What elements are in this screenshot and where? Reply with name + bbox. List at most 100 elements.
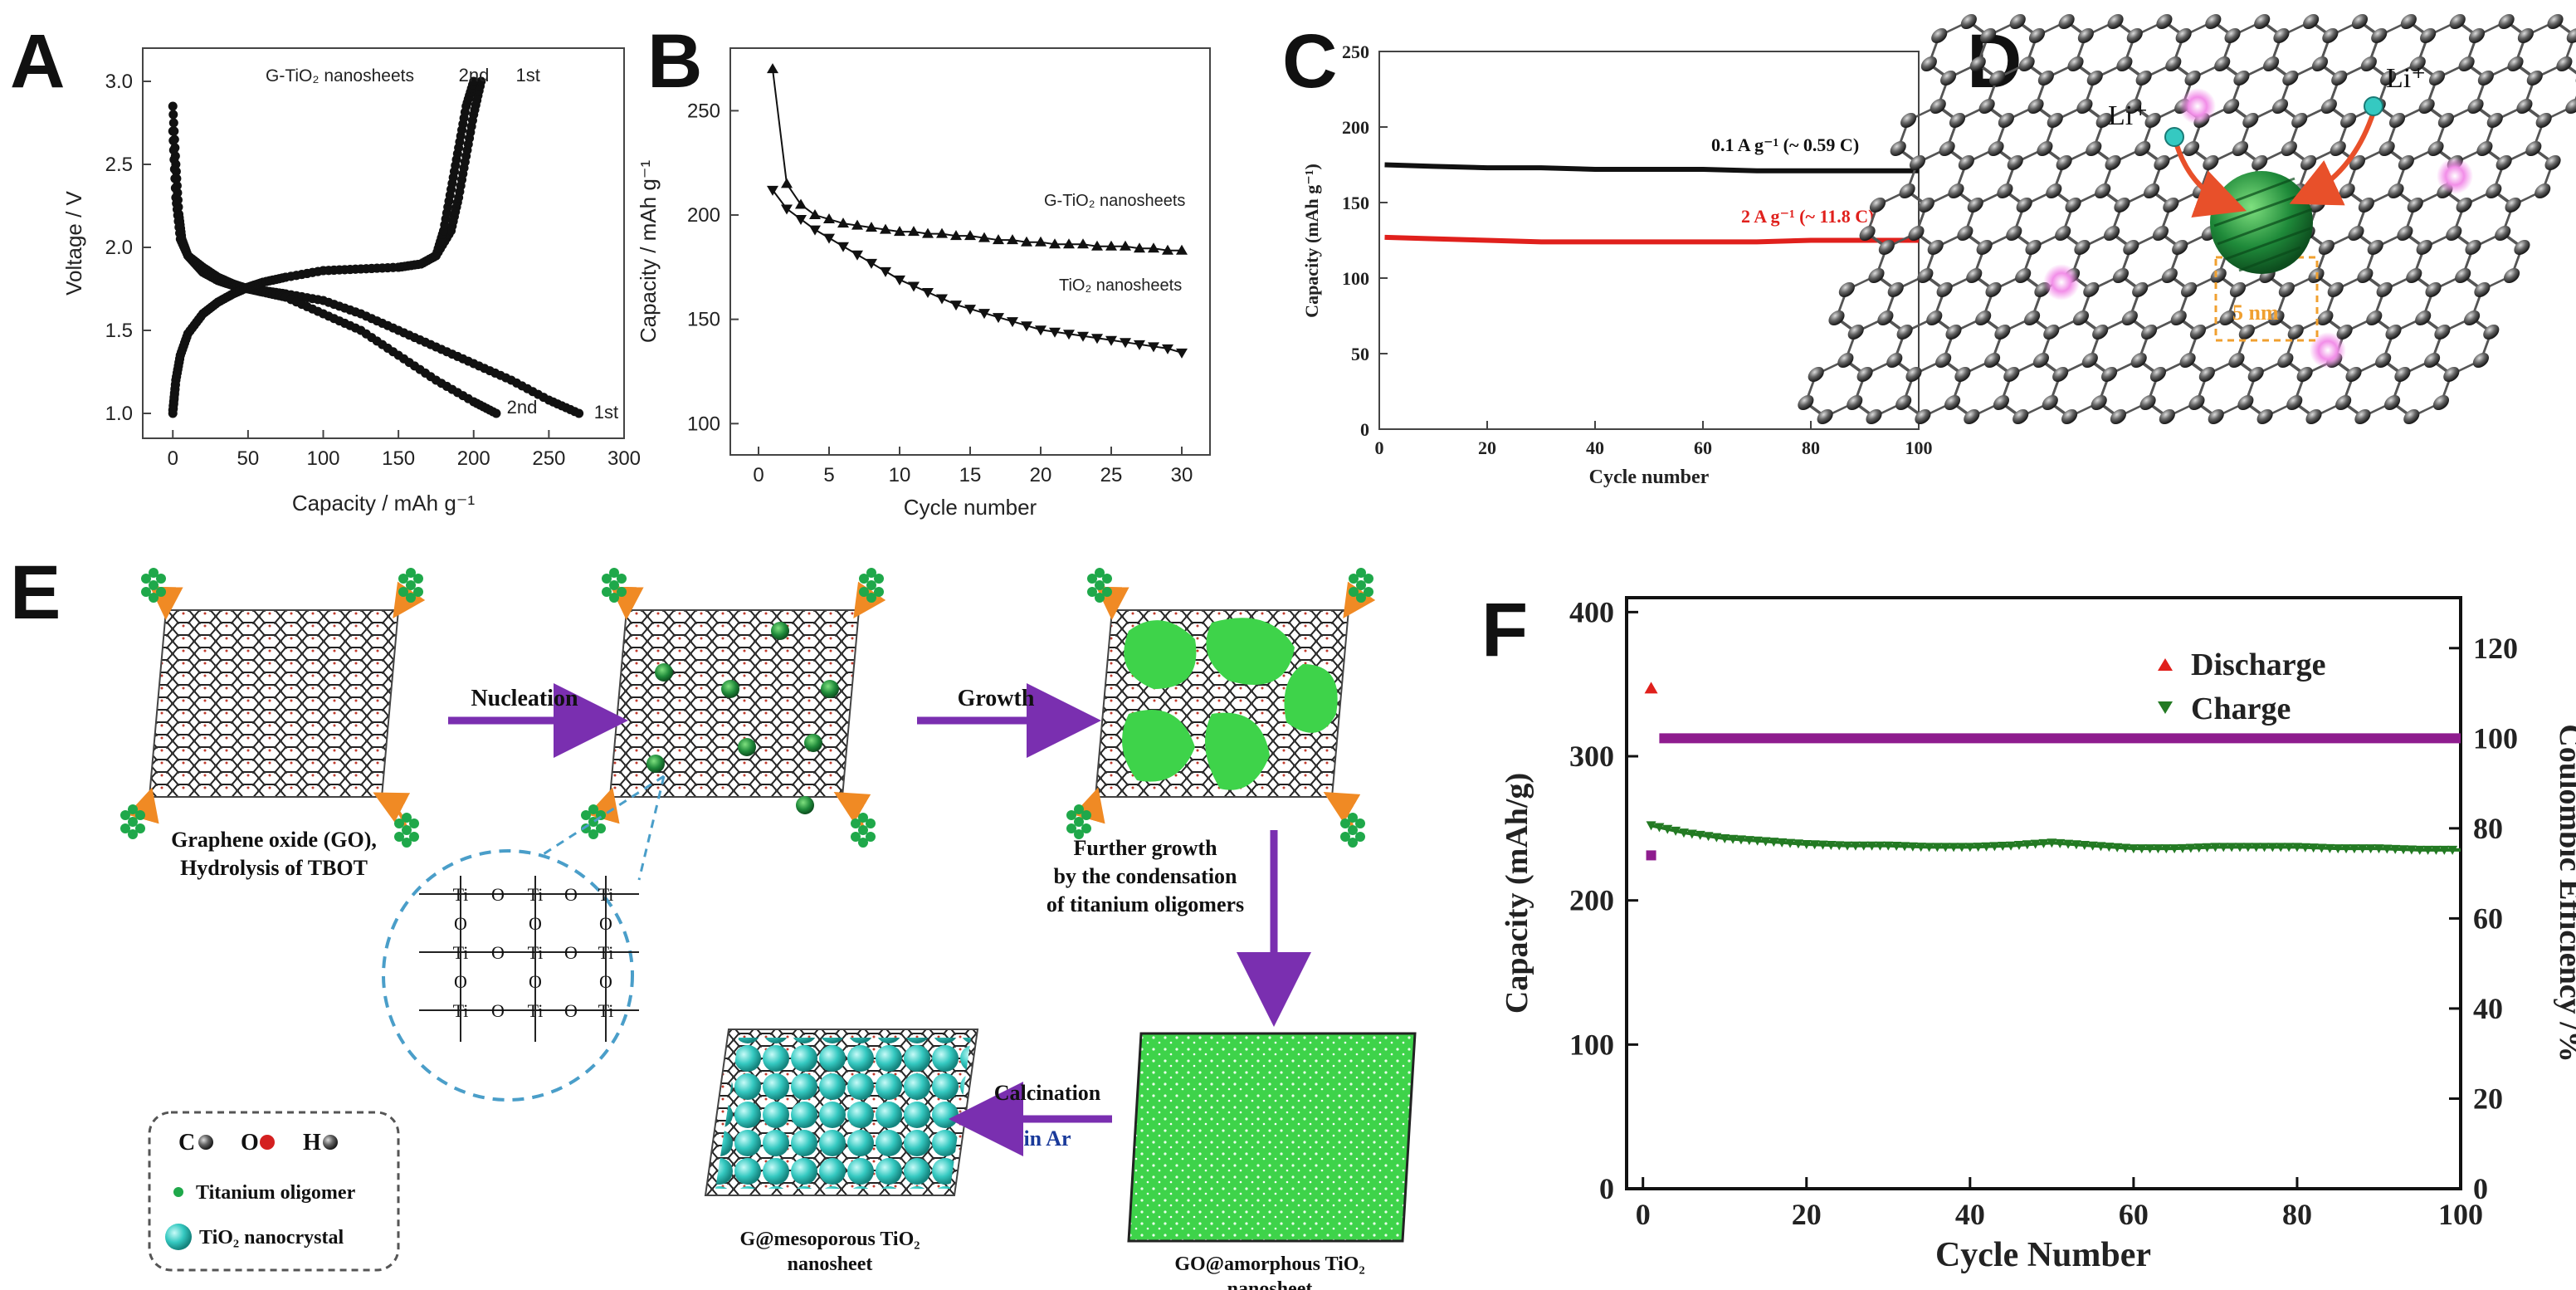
carbon-atom bbox=[2134, 141, 2151, 156]
carbon-atom bbox=[2477, 71, 2494, 86]
carbon-atom bbox=[1868, 268, 1885, 283]
oligomer-atom bbox=[1349, 574, 1359, 584]
carbon-atom bbox=[1908, 226, 1925, 241]
carbon-atom bbox=[2305, 409, 2322, 424]
chart-f-charge-point bbox=[2316, 843, 2327, 853]
chart-f-xtick-label: 20 bbox=[1792, 1198, 1822, 1231]
carbon-atom bbox=[1890, 141, 1906, 156]
carbon-atom bbox=[2058, 14, 2075, 29]
oligomer-atom bbox=[1074, 804, 1084, 814]
chart-f-charge-point bbox=[1949, 843, 1959, 853]
chart-a-point bbox=[168, 101, 178, 111]
carbon-atom bbox=[1920, 56, 1937, 71]
chart-b-point bbox=[908, 226, 920, 237]
carbon-atom bbox=[1939, 141, 1955, 156]
chart-f-charge-point bbox=[2038, 838, 2049, 848]
chart-b-point bbox=[866, 222, 877, 232]
chart-b-point bbox=[1021, 236, 1032, 247]
carbon-atom bbox=[2486, 113, 2503, 128]
chart-f-charge-point bbox=[2136, 844, 2147, 854]
chart-b-point bbox=[978, 232, 990, 242]
carbon-atom bbox=[1998, 113, 2014, 128]
chart-f-charge-point bbox=[1662, 824, 1673, 834]
oligomer-atom bbox=[602, 574, 612, 584]
carbon-atom bbox=[2003, 367, 2020, 382]
oligomer-atom bbox=[866, 568, 876, 578]
chart-b-ylabel: Capacity / mAh g⁻¹ bbox=[636, 159, 661, 343]
li-arrow-left bbox=[2174, 142, 2247, 217]
chart-f-charge-point bbox=[2210, 843, 2221, 853]
chart-b-ytick-label: 250 bbox=[687, 100, 720, 122]
carbon-atom bbox=[2468, 28, 2486, 43]
carbon-atom bbox=[2101, 367, 2118, 382]
carbon-atom bbox=[1944, 395, 1961, 410]
carbon-atom bbox=[2425, 282, 2442, 297]
carbon-atom bbox=[1926, 310, 1943, 325]
chart-f-charge-point bbox=[1842, 841, 1853, 851]
chart-b-point bbox=[936, 227, 948, 238]
chart-f-charge-point bbox=[2169, 844, 2180, 854]
carbon-atom bbox=[2074, 240, 2091, 255]
chart-b-xlabel: Cycle number bbox=[904, 495, 1037, 520]
chart-f-charge-point bbox=[2374, 844, 2384, 854]
legend-charge-marker bbox=[2158, 701, 2173, 714]
nucleated-sheet bbox=[608, 609, 861, 814]
chart-f-xtick-label: 100 bbox=[2438, 1198, 2483, 1231]
chart-f-y2tick-label: 60 bbox=[2473, 902, 2503, 935]
carbon-atom bbox=[1828, 310, 1845, 325]
carbon-atom bbox=[2223, 99, 2240, 114]
carbon-atom bbox=[2397, 226, 2413, 241]
chart-b-point bbox=[894, 226, 905, 237]
carbon-atom bbox=[2327, 282, 2344, 297]
carbon-atom bbox=[1954, 367, 1971, 382]
carbon-atom bbox=[2233, 71, 2250, 86]
carbon-atom bbox=[2086, 71, 2103, 86]
carbon-atom bbox=[2056, 155, 2072, 170]
carbon-atom bbox=[1978, 99, 1995, 114]
chart-f-charge-point bbox=[1964, 843, 1975, 853]
chart-b-point bbox=[851, 250, 863, 261]
oligomer-atom bbox=[156, 574, 166, 584]
oligomer-atom bbox=[866, 832, 876, 842]
carbon-atom bbox=[1896, 325, 1913, 340]
carbon-atom bbox=[2434, 325, 2451, 340]
chart-a-xtick-label: 250 bbox=[532, 447, 565, 470]
carbon-atom bbox=[2159, 409, 2175, 424]
legend-discharge-label: Discharge bbox=[2191, 647, 2326, 682]
chart-f-charge-point bbox=[1654, 823, 1665, 833]
chart-a-point bbox=[168, 110, 178, 120]
chart-f-charge-point bbox=[1809, 840, 1820, 850]
chart-a-point bbox=[168, 126, 178, 136]
carbon-atom bbox=[2256, 409, 2273, 424]
carbon-atom bbox=[2112, 268, 2130, 283]
carbon-atom bbox=[2474, 282, 2491, 297]
chart-f-charge-point bbox=[1769, 838, 1779, 848]
chart-b-point bbox=[1162, 244, 1173, 255]
chart-f-charge-point bbox=[1826, 840, 1837, 850]
chart-f-charge-point bbox=[2218, 843, 2229, 853]
chart-f-y2label: Coulombic Efficiency /% bbox=[2553, 724, 2576, 1062]
chart-b-xtick-label: 0 bbox=[753, 464, 764, 486]
caption-mesoporous-1: G@mesoporous TiO₂ bbox=[740, 1229, 920, 1250]
carbon-atom bbox=[2403, 409, 2420, 424]
chart-b-label-tio2: TiO₂ nanosheets bbox=[1059, 276, 1182, 295]
oligomer-atom bbox=[149, 580, 159, 590]
carbon-atom bbox=[2407, 198, 2423, 213]
carbon-atom bbox=[2281, 141, 2297, 156]
chart-a-annotation: 1st bbox=[594, 402, 618, 423]
chart-f-charge-point bbox=[1973, 843, 1983, 853]
chart-b-xtick-label: 15 bbox=[959, 464, 982, 486]
chart-c-xtick-label: 20 bbox=[1478, 437, 1496, 458]
chart-c-xtick-label: 60 bbox=[1694, 437, 1712, 458]
chart-f-charge-point bbox=[1924, 843, 1934, 853]
carbon-atom bbox=[2278, 282, 2295, 297]
carbon-atom bbox=[2254, 14, 2271, 29]
carbon-atom bbox=[2467, 99, 2484, 114]
oligomer-atom bbox=[609, 580, 619, 590]
chart-f-charge-point bbox=[2291, 843, 2302, 853]
chart-f-ce-point bbox=[1646, 850, 1656, 861]
chart-f-charge-point bbox=[1752, 836, 1763, 846]
carbon-atom bbox=[2357, 268, 2374, 283]
structure-zoom-circle bbox=[382, 849, 634, 1102]
carbon-atom bbox=[2282, 71, 2299, 86]
